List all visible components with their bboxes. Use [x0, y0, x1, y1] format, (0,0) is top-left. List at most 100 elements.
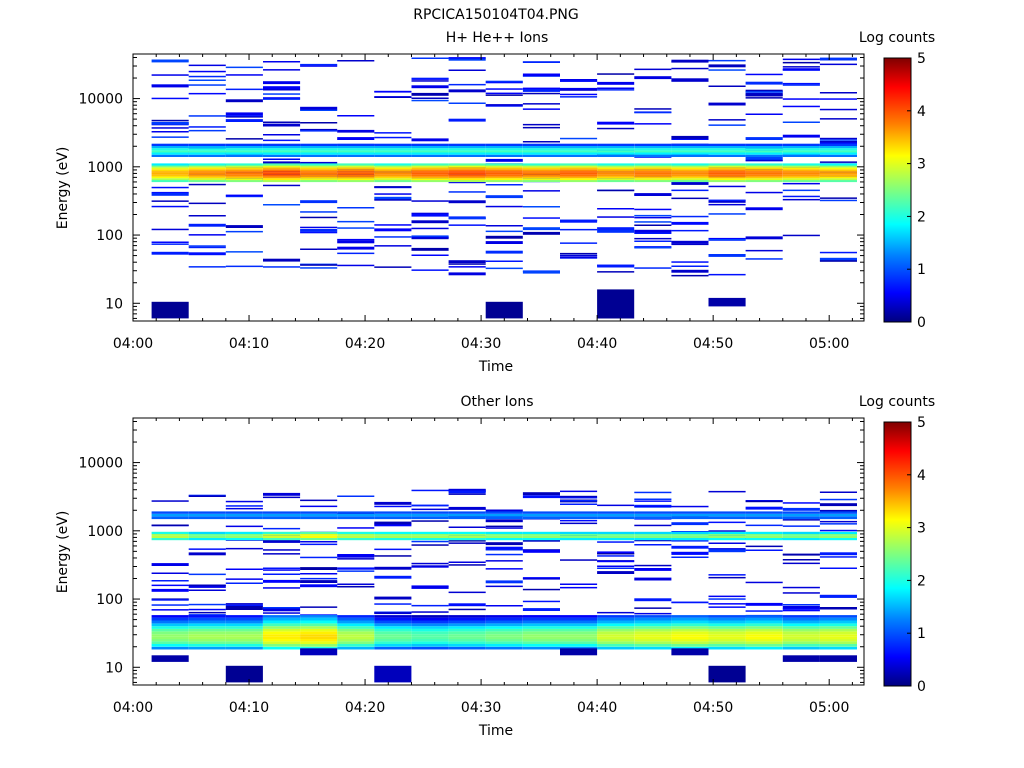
heatmap-cell [708, 598, 746, 600]
x-tick-label: 04:20 [345, 700, 385, 716]
heatmap-cell [151, 150, 189, 153]
heatmap-cell [819, 533, 857, 536]
heatmap-cell [671, 221, 709, 225]
heatmap-cell [448, 636, 486, 639]
heatmap-cell [188, 531, 226, 534]
heatmap-cell [263, 97, 301, 99]
heatmap-cell [188, 634, 226, 637]
heatmap-cell [560, 219, 598, 223]
heatmap-cell [708, 69, 746, 71]
heatmap-cell [151, 511, 189, 514]
heatmap-cell [485, 154, 523, 157]
heatmap-cell [263, 513, 301, 517]
heatmap-cell [671, 623, 709, 627]
heatmap-cell [411, 538, 449, 541]
heatmap-cell [263, 612, 301, 614]
heatmap-cell [522, 577, 560, 579]
heatmap-cell [300, 180, 338, 183]
heatmap-cell [745, 137, 783, 140]
heatmap-cell [225, 174, 263, 177]
heatmap-cell [708, 102, 746, 106]
heatmap-cell [634, 505, 672, 507]
heatmap-cell [411, 236, 449, 239]
heatmap-cell [634, 214, 672, 217]
heatmap-cell [782, 134, 820, 138]
heatmap-cell [485, 152, 523, 155]
heatmap-cell [300, 533, 338, 536]
heatmap-cell [225, 606, 263, 609]
heatmap-cell [745, 511, 783, 514]
heatmap-cell [225, 143, 263, 146]
heatmap-cell [782, 68, 820, 70]
heatmap-cell [300, 143, 338, 146]
heatmap-cell [225, 617, 263, 621]
heatmap-cell [819, 631, 857, 635]
heatmap-cell [819, 143, 857, 146]
heatmap-cell [782, 171, 820, 173]
heatmap-cell [225, 536, 263, 538]
heatmap-cell [188, 154, 226, 157]
heatmap-cell [485, 509, 523, 513]
heatmap-cell [782, 172, 820, 175]
heatmap-cell [745, 167, 783, 170]
heatmap-cell [337, 143, 375, 146]
heatmap-cell [225, 152, 263, 155]
heatmap-cell [448, 69, 486, 71]
colorbar-tick-label: 4 [917, 104, 926, 120]
heatmap-cell [745, 646, 783, 650]
heatmap-cell [151, 636, 189, 639]
heatmap-cell [819, 552, 857, 556]
heatmap-cell [337, 207, 375, 209]
heatmap-cell [485, 169, 523, 172]
heatmap-cell [782, 639, 820, 642]
heatmap-cell [374, 615, 412, 618]
heatmap-cell [151, 171, 189, 173]
heatmap-cell [745, 91, 783, 93]
heatmap-cell [411, 220, 449, 224]
heatmap-cell [597, 611, 635, 614]
heatmap-cell [411, 269, 449, 271]
heatmap-cell [300, 171, 338, 173]
heatmap-cell [819, 509, 857, 513]
heatmap-cell [151, 148, 189, 151]
heatmap-cell [374, 531, 412, 534]
heatmap-cell [634, 636, 672, 639]
heatmap-cell [782, 605, 820, 609]
heatmap-cell [374, 523, 412, 527]
heatmap-cell [560, 617, 598, 621]
heatmap-cell [411, 150, 449, 153]
heatmap-cell [597, 171, 635, 173]
heatmap-cell [263, 615, 301, 618]
heatmap-cell [745, 113, 783, 115]
heatmap-cell [188, 631, 226, 635]
heatmap-cell [337, 165, 375, 168]
heatmap-cell [708, 521, 746, 524]
heatmap-cell [263, 61, 301, 63]
heatmap-cell [522, 608, 560, 611]
heatmap-cell [448, 224, 486, 226]
heatmap-cell [819, 520, 857, 523]
heatmap-cell [708, 511, 746, 514]
heatmap-cell [560, 626, 598, 629]
heatmap-cell [522, 89, 560, 92]
heatmap-cell [411, 143, 449, 146]
heatmap-cell [485, 646, 523, 650]
heatmap-cell [634, 180, 672, 183]
heatmap-cell [597, 172, 635, 175]
heatmap-cell [188, 628, 226, 632]
heatmap-cell [300, 639, 338, 642]
heatmap-cell [411, 566, 449, 568]
heatmap-cell [337, 115, 375, 117]
heatmap-cell [337, 585, 375, 588]
heatmap-cell [560, 490, 598, 493]
heatmap-cell [188, 178, 226, 181]
heatmap-cell [374, 148, 412, 151]
heatmap-cell [485, 158, 523, 162]
y-tick-label: 10 [105, 296, 123, 312]
heatmap-cell [263, 204, 301, 206]
heatmap-cell [188, 538, 226, 541]
heatmap-cell [782, 604, 820, 606]
heatmap-cell [782, 641, 820, 644]
heatmap-cell [225, 180, 263, 183]
heatmap-cell [411, 536, 449, 538]
